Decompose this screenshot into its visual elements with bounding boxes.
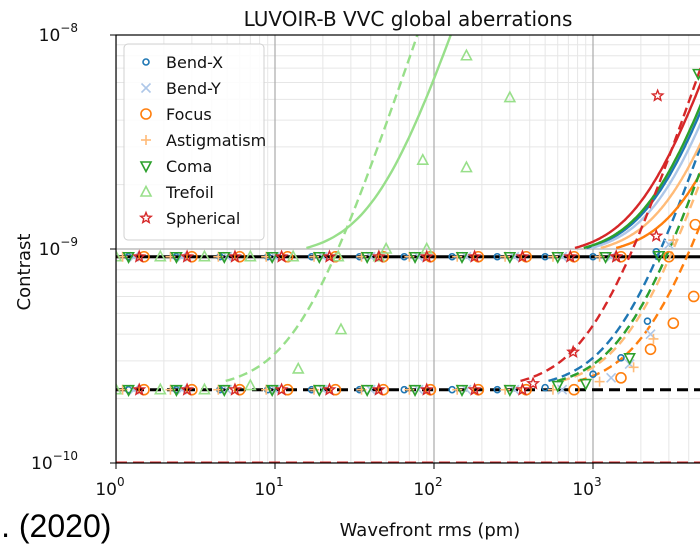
citation-caption: l. (2020) [0,508,111,545]
data-point [646,344,656,354]
y-tick-label: 10−9 [39,235,78,260]
data-point [668,318,678,328]
curve-dashed [521,22,700,381]
data-point [652,90,662,100]
legend-label: Astigmatism [166,131,266,150]
chart-title: LUVOIR-B VVC global aberrations [244,7,573,31]
data-point [461,162,471,172]
x-tick-label: 100 [95,475,124,500]
data-point [644,318,650,324]
x-axis-label: Wavefront rms (pm) [340,520,521,541]
legend-label: Coma [166,157,212,176]
x-tick-label: 102 [413,475,442,500]
reference-lines [116,257,700,463]
data-point [616,373,626,383]
data-point [690,220,700,230]
legend-label: Bend-X [166,53,223,72]
legend-label: Trefoil [165,183,214,202]
y-tick-label: 10−8 [39,21,78,46]
data-point [625,354,635,364]
data-point [607,373,616,382]
legend-label: Focus [166,105,212,124]
legend-label: Spherical [166,209,240,228]
data-point [336,324,346,334]
data-point [461,50,471,60]
legend: Bend-X Bend-Y Focus Astigmatism Coma Trefoil S… [124,44,266,240]
y-axis-label: Contrast [14,234,35,311]
legend-label: Bend-Y [166,79,221,98]
x-tick-label: 103 [572,475,601,500]
data-point [595,377,605,387]
x-tick-label: 101 [254,475,283,500]
y-tick-label: 10−10 [31,449,78,474]
data-point [293,363,303,373]
